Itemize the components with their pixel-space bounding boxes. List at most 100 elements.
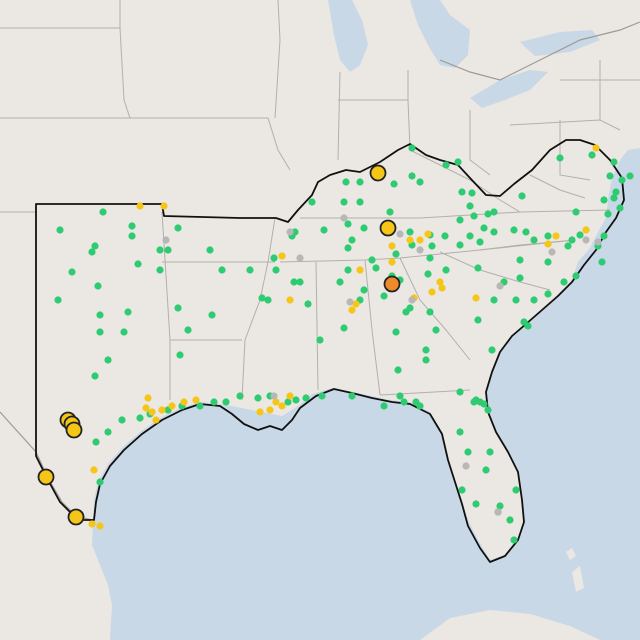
yellow-marker[interactable] [388,242,396,250]
green-marker[interactable] [344,220,352,228]
green-marker[interactable] [442,161,450,169]
gray-marker[interactable] [340,214,348,222]
green-marker[interactable] [480,224,488,232]
green-marker[interactable] [428,242,436,250]
gray-marker[interactable] [582,236,590,244]
green-marker[interactable] [512,296,520,304]
gray-marker[interactable] [296,254,304,262]
green-marker[interactable] [484,210,492,218]
yellow-marker[interactable] [438,284,446,292]
green-marker[interactable] [416,178,424,186]
green-marker[interactable] [348,392,356,400]
green-marker[interactable] [490,208,498,216]
green-marker[interactable] [96,328,104,336]
green-marker[interactable] [510,536,518,544]
green-marker[interactable] [516,256,524,264]
yellow-marker[interactable] [192,396,200,404]
green-marker[interactable] [136,414,144,422]
green-marker[interactable] [360,224,368,232]
large-orange-marker[interactable] [383,275,401,293]
green-marker[interactable] [474,316,482,324]
green-marker[interactable] [600,196,608,204]
green-marker[interactable] [610,158,618,166]
green-marker[interactable] [544,232,552,240]
green-marker[interactable] [254,394,262,402]
yellow-marker[interactable] [142,404,150,412]
green-marker[interactable] [441,232,449,240]
green-marker[interactable] [484,406,492,414]
large-yellow-marker[interactable] [37,468,55,486]
green-marker[interactable] [118,416,126,424]
green-marker[interactable] [476,238,484,246]
green-marker[interactable] [284,398,292,406]
green-marker[interactable] [68,268,76,276]
green-marker[interactable] [598,258,606,266]
yellow-marker[interactable] [152,416,160,424]
green-marker[interactable] [270,254,278,262]
green-marker[interactable] [302,394,310,402]
gray-marker[interactable] [494,508,502,516]
yellow-marker[interactable] [278,402,286,410]
green-marker[interactable] [426,308,434,316]
yellow-marker[interactable] [256,408,264,416]
green-marker[interactable] [316,336,324,344]
yellow-marker[interactable] [436,278,444,286]
green-marker[interactable] [104,428,112,436]
green-marker[interactable] [482,466,490,474]
yellow-marker[interactable] [168,402,176,410]
green-marker[interactable] [464,448,472,456]
yellow-marker[interactable] [544,240,552,248]
green-marker[interactable] [604,210,612,218]
green-marker[interactable] [99,208,107,216]
green-marker[interactable] [606,172,614,180]
green-marker[interactable] [544,258,552,266]
yellow-marker[interactable] [582,226,590,234]
yellow-marker[interactable] [286,296,294,304]
green-marker[interactable] [380,402,388,410]
yellow-marker[interactable] [90,466,98,474]
yellow-marker[interactable] [356,266,364,274]
green-marker[interactable] [246,266,254,274]
green-marker[interactable] [134,260,142,268]
green-marker[interactable] [416,402,424,410]
green-marker[interactable] [296,278,304,286]
yellow-marker[interactable] [472,294,480,302]
gray-marker[interactable] [270,392,278,400]
green-marker[interactable] [432,326,440,334]
green-marker[interactable] [496,502,504,510]
green-marker[interactable] [400,398,408,406]
green-marker[interactable] [458,486,466,494]
green-marker[interactable] [386,208,394,216]
green-marker[interactable] [512,486,520,494]
yellow-marker[interactable] [160,202,168,210]
green-marker[interactable] [392,328,400,336]
green-marker[interactable] [92,438,100,446]
gray-marker[interactable] [408,296,416,304]
large-yellow-marker[interactable] [65,421,83,439]
green-marker[interactable] [344,266,352,274]
green-marker[interactable] [380,292,388,300]
yellow-marker[interactable] [424,230,432,238]
green-marker[interactable] [490,296,498,304]
yellow-marker[interactable] [88,520,96,528]
green-marker[interactable] [626,172,634,180]
green-marker[interactable] [356,198,364,206]
green-marker[interactable] [104,356,112,364]
yellow-marker[interactable] [148,408,156,416]
green-marker[interactable] [530,236,538,244]
green-marker[interactable] [456,428,464,436]
yellow-marker[interactable] [272,398,280,406]
green-marker[interactable] [94,282,102,290]
green-marker[interactable] [468,189,476,197]
green-marker[interactable] [588,151,596,159]
yellow-marker[interactable] [144,394,152,402]
gray-marker[interactable] [462,462,470,470]
green-marker[interactable] [340,324,348,332]
yellow-marker[interactable] [158,406,166,414]
green-marker[interactable] [318,392,326,400]
green-marker[interactable] [490,228,498,236]
green-marker[interactable] [422,356,430,364]
green-marker[interactable] [466,202,474,210]
green-marker[interactable] [522,228,530,236]
